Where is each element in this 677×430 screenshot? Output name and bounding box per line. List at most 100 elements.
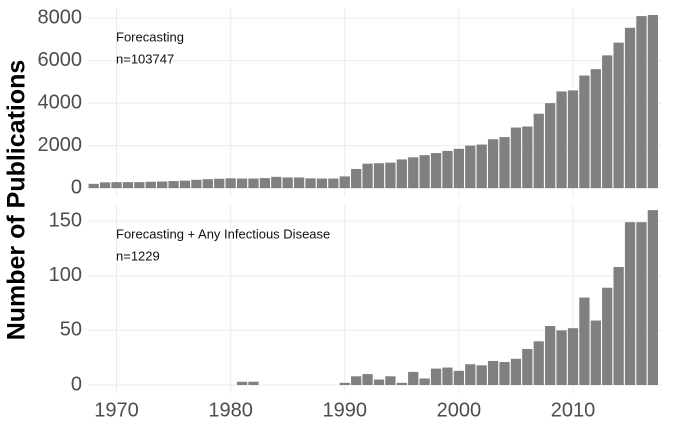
bar — [613, 266, 624, 386]
bar — [647, 210, 659, 386]
bar — [248, 178, 259, 189]
bar — [236, 381, 248, 386]
annotation: Forecasting — [116, 29, 184, 44]
bar — [88, 183, 99, 189]
bar — [419, 378, 430, 386]
bar — [522, 348, 533, 386]
y-tick-label: 6000 — [38, 49, 83, 71]
bar — [236, 178, 248, 189]
bar — [316, 178, 328, 189]
bar — [168, 181, 179, 189]
y-tick-label: 50 — [60, 319, 82, 341]
bar — [111, 182, 122, 189]
bar — [282, 177, 293, 189]
y-axis-title: Number of Publications — [3, 60, 31, 341]
bar — [396, 159, 407, 189]
bar — [442, 150, 453, 189]
bar — [430, 368, 442, 386]
bar — [590, 320, 601, 386]
annotation: n=103747 — [116, 51, 174, 66]
bar — [533, 341, 544, 386]
bar — [408, 157, 419, 189]
bar — [430, 153, 442, 189]
bar — [602, 287, 613, 386]
bar — [214, 178, 225, 189]
bar — [613, 42, 624, 189]
bar — [510, 358, 522, 386]
bar — [510, 127, 522, 189]
annotation: Forecasting + Any Infectious Disease — [116, 226, 330, 241]
bar — [579, 297, 590, 386]
bar — [522, 126, 533, 189]
bar — [590, 69, 601, 189]
bar — [134, 182, 145, 189]
bar — [453, 370, 465, 386]
bar — [179, 180, 191, 189]
bar — [556, 91, 567, 189]
bar — [248, 381, 259, 386]
bar — [465, 364, 476, 386]
bar — [408, 371, 419, 386]
bar — [396, 382, 407, 386]
bar — [567, 328, 579, 386]
bar — [339, 382, 350, 386]
bar — [385, 162, 396, 189]
y-tick-label: 0 — [71, 373, 82, 395]
bar — [351, 168, 362, 189]
bar — [453, 148, 465, 189]
bar — [647, 15, 659, 189]
bar — [351, 376, 362, 386]
bar — [476, 144, 487, 189]
bar — [487, 360, 499, 386]
x-tick-label: 1970 — [94, 399, 139, 421]
bar — [157, 181, 168, 189]
y-tick-label: 0 — [71, 176, 82, 198]
y-tick-label: 150 — [49, 209, 82, 231]
x-tick-label: 1990 — [323, 399, 368, 421]
bar — [122, 182, 134, 189]
x-tick-label: 1980 — [208, 399, 253, 421]
bar — [624, 222, 636, 386]
bar — [556, 330, 567, 386]
x-tick-label: 2010 — [551, 399, 596, 421]
bar — [339, 176, 350, 189]
y-tick-label: 4000 — [38, 91, 83, 113]
bar — [419, 155, 430, 189]
bar — [533, 113, 544, 189]
bar — [545, 103, 556, 189]
bar — [328, 178, 339, 189]
bar — [362, 374, 373, 386]
bar — [499, 137, 510, 189]
bar — [373, 379, 385, 386]
bar — [567, 90, 579, 189]
bar — [225, 178, 236, 189]
bar — [545, 325, 556, 386]
bar — [636, 16, 647, 189]
bar — [271, 176, 282, 189]
bar — [293, 177, 305, 189]
bar — [579, 75, 590, 189]
bar — [385, 376, 396, 386]
annotation: n=1229 — [116, 248, 160, 263]
y-tick-label: 2000 — [38, 134, 83, 156]
bar — [624, 27, 636, 189]
bar — [191, 179, 202, 189]
bar — [487, 139, 499, 189]
x-tick-label: 2000 — [437, 399, 482, 421]
bar — [259, 178, 271, 189]
y-tick-label: 8000 — [38, 6, 83, 28]
bar — [499, 362, 510, 386]
bar — [99, 182, 111, 189]
bar — [202, 179, 213, 189]
y-tick-label: 100 — [49, 264, 82, 286]
bar — [636, 222, 647, 386]
bar — [362, 163, 373, 189]
bar — [305, 178, 316, 189]
bar — [476, 365, 487, 386]
bar — [442, 367, 453, 386]
bar — [373, 163, 385, 189]
bar — [465, 145, 476, 189]
bar — [602, 55, 613, 189]
bar — [145, 181, 156, 189]
